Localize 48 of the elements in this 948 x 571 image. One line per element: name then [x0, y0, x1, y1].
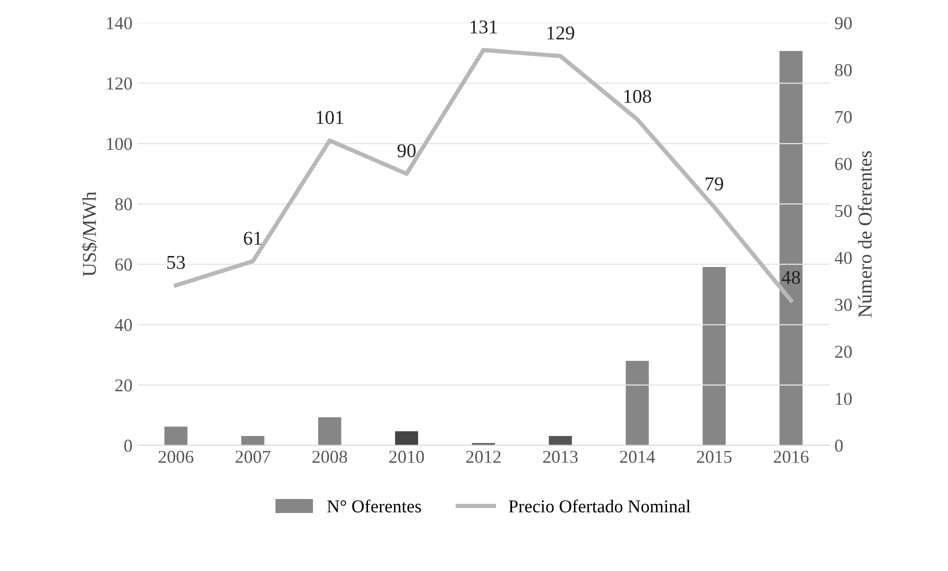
legend-label: N° Oferentes	[327, 500, 421, 512]
y-tick-label: 80	[115, 198, 132, 210]
bar	[318, 417, 342, 446]
y2-tick-label: 90	[834, 17, 852, 30]
bar	[241, 436, 264, 446]
bar	[702, 266, 726, 446]
x-tick-label: 2012	[466, 450, 501, 463]
data-label: 48	[782, 270, 800, 284]
data-label: 108	[624, 90, 652, 103]
y2-tick-label: 50	[835, 204, 852, 218]
bar	[626, 360, 649, 446]
bar	[395, 431, 418, 446]
y-tick-label: 0	[124, 440, 132, 452]
x-tick-label: 2007	[236, 450, 270, 463]
legend-label: Precio Ofertado Nominal	[508, 500, 690, 512]
y-tick-label: 20	[115, 379, 132, 392]
data-label: 61	[244, 232, 262, 245]
x-tick-label: 2008	[312, 450, 348, 463]
x-tick-label: 2016	[774, 450, 809, 463]
y-tick-label: 140	[107, 17, 132, 30]
data-label: 131	[470, 20, 497, 34]
x-tick-label: 2014	[620, 450, 656, 463]
data-label: 79	[706, 177, 724, 190]
y2-tick-label: 60	[835, 158, 852, 170]
data-label: 129	[548, 26, 574, 40]
y-tick-label: 60	[115, 258, 132, 271]
bar	[164, 426, 188, 446]
x-tick-label: 2013	[543, 450, 578, 463]
data-label: 101	[316, 110, 344, 124]
y2-tick-label: 80	[835, 64, 852, 76]
y-tick-label: 40	[114, 318, 132, 332]
y-tick-label: 120	[107, 77, 132, 90]
y2-tick-label: 70	[836, 110, 852, 124]
x-tick-label: 2010	[389, 450, 424, 463]
y-tick-label: 100	[107, 138, 132, 150]
y2-tick-label: 10	[836, 392, 852, 405]
y2-tick-label: 20	[835, 346, 852, 358]
y2-axis-title: Número de Oferentes	[858, 151, 872, 318]
y2-tick-label: 30	[835, 298, 852, 311]
bar	[780, 51, 803, 446]
data-label: 90	[397, 144, 416, 158]
data-label: 53	[167, 256, 185, 269]
y2-tick-label: 40	[834, 252, 852, 264]
x-tick-label: 2015	[696, 450, 732, 463]
x-tick-label: 2006	[158, 450, 194, 463]
y-axis-title: US$/MWh	[82, 192, 98, 276]
bar	[548, 436, 572, 446]
y2-tick-label: 0	[835, 440, 843, 452]
